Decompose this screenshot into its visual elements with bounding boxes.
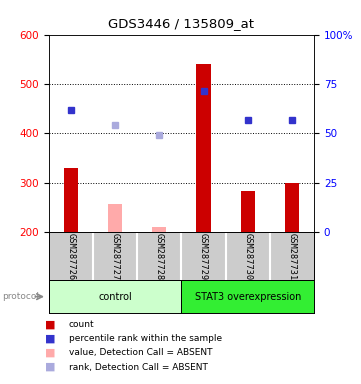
Bar: [182, 280, 314, 313]
Text: GDS3446 / 135809_at: GDS3446 / 135809_at: [108, 17, 253, 30]
Text: GSM287729: GSM287729: [199, 233, 208, 280]
Text: rank, Detection Call = ABSENT: rank, Detection Call = ABSENT: [69, 362, 208, 372]
Text: GSM287726: GSM287726: [66, 233, 75, 280]
Bar: [152, 227, 166, 232]
Bar: [64, 168, 78, 232]
Bar: [49, 280, 182, 313]
Bar: [285, 183, 299, 232]
Text: STAT3 overexpression: STAT3 overexpression: [195, 291, 301, 302]
Text: GSM287727: GSM287727: [110, 233, 119, 280]
Bar: [196, 64, 210, 232]
Text: ■: ■: [45, 348, 56, 358]
Text: percentile rank within the sample: percentile rank within the sample: [69, 334, 222, 343]
Bar: [241, 191, 255, 232]
Text: ■: ■: [45, 334, 56, 344]
Text: ■: ■: [45, 362, 56, 372]
Text: count: count: [69, 320, 94, 329]
Text: ■: ■: [45, 319, 56, 329]
Text: protocol: protocol: [2, 292, 39, 301]
Text: GSM287730: GSM287730: [243, 233, 252, 280]
Text: GSM287728: GSM287728: [155, 233, 164, 280]
Text: control: control: [98, 291, 132, 302]
Text: GSM287731: GSM287731: [287, 233, 296, 280]
Text: value, Detection Call = ABSENT: value, Detection Call = ABSENT: [69, 348, 212, 358]
Bar: [108, 204, 122, 232]
